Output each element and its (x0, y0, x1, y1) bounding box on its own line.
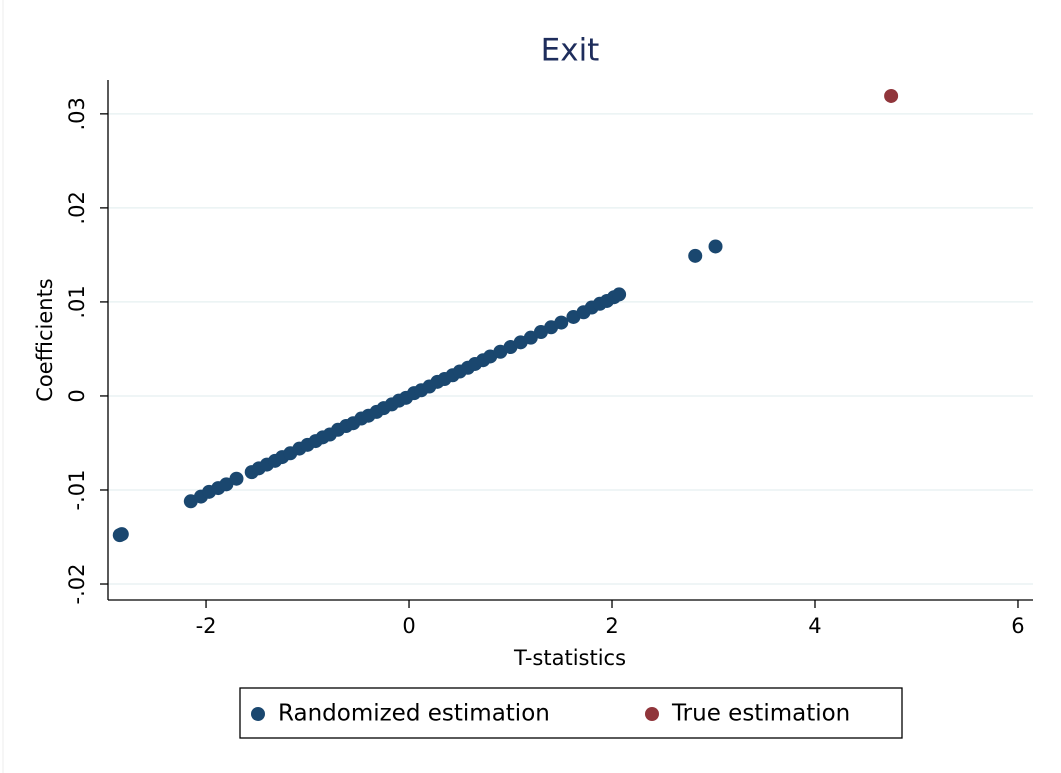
y-tick-label: .02 (65, 191, 89, 224)
y-axis-label: Coefficients (33, 278, 57, 402)
x-tick-label: 6 (1011, 614, 1024, 638)
point (114, 527, 129, 542)
point (708, 239, 723, 254)
legend-box (239, 687, 903, 739)
x-tick-label: -2 (196, 614, 217, 638)
legend-label: Randomized estimation (278, 701, 550, 727)
y-tick-label: .03 (65, 97, 89, 130)
point (884, 88, 899, 103)
point (229, 471, 244, 486)
legend-label: True estimation (671, 701, 850, 727)
point (688, 248, 703, 263)
y-tick-label: -.02 (65, 564, 89, 605)
y-tick-label: -.01 (65, 469, 89, 510)
legend-marker (645, 707, 659, 721)
x-tick-label: 2 (605, 614, 618, 638)
legend-marker (251, 707, 265, 721)
y-tick-label: .01 (65, 285, 89, 318)
x-axis-label: T-statistics (513, 646, 626, 670)
chart-title: Exit (541, 33, 600, 69)
point (612, 287, 627, 302)
point (554, 315, 569, 330)
x-tick-label: 4 (808, 614, 821, 638)
y-tick-label: 0 (65, 389, 89, 402)
x-tick-label: 0 (402, 614, 415, 638)
